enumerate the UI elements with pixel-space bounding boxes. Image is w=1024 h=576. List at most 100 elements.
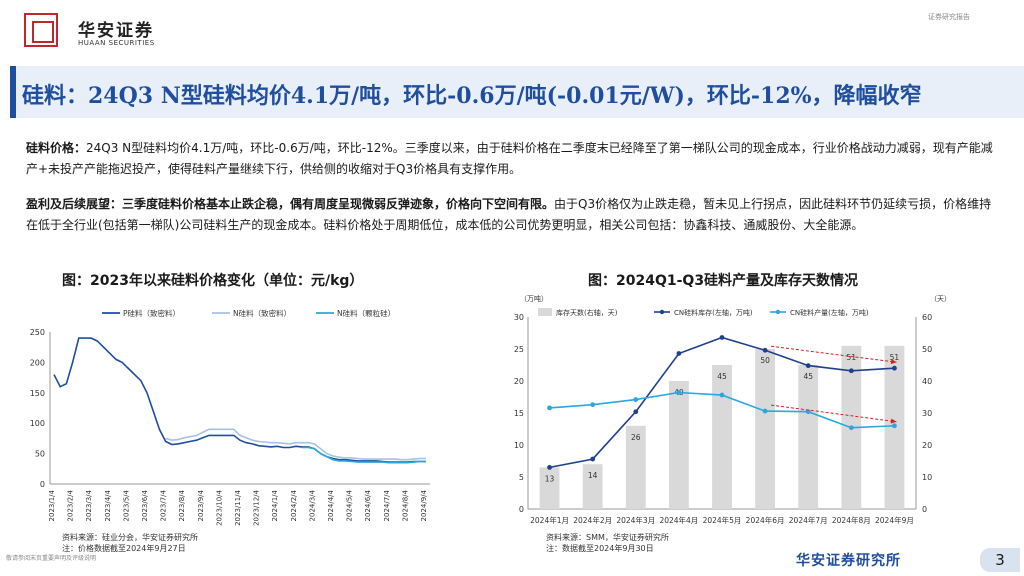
chart2-bar-label: 13 — [545, 474, 555, 483]
chart2-series-point — [892, 423, 897, 429]
page-number: 3 — [980, 548, 1020, 572]
output-inventory-chart: （万吨） （天） 0 5 10 15 20 25 30 0 10 20 30 40 50 60 2024年1月 2… — [514, 294, 951, 525]
paragraph-price-lead: 硅料价格： — [26, 141, 87, 155]
chart2-series-point — [805, 363, 811, 369]
trend-arrow-line — [771, 345, 897, 363]
chart1-x-tick-label: 2024/3/4 — [308, 489, 316, 521]
chart2-series-point — [762, 347, 768, 353]
chart2-x-tick-label: 2024年3月 — [616, 515, 655, 525]
page-title: 硅料：24Q3 N型硅料均价4.1万/吨，环比-0.6万/吨(-0.01元/W)… — [22, 83, 922, 109]
trend-arrow-head-icon — [890, 418, 897, 424]
chart2-series-point — [719, 335, 725, 340]
figure1-source: 资料来源：硅业分会，华安证券研究所 — [62, 533, 198, 542]
figure2-source: 资料来源：SMM，华安证券研究所 — [546, 533, 669, 542]
chart2-bars: 131426404550455151 — [539, 345, 905, 509]
chart2-left-tick-label: 10 — [514, 441, 524, 450]
chart2-legend-marker — [659, 309, 665, 315]
chart2-right-unit: （天） — [930, 295, 951, 303]
title-bar: 硅料：24Q3 N型硅料均价4.1万/吨，环比-0.6万/吨(-0.01元/W)… — [10, 66, 1024, 118]
chart2-lines — [547, 335, 897, 470]
chart1-lines — [53, 337, 426, 464]
footer-institute: 华安证券研究所 — [796, 553, 901, 569]
chart2-bar — [712, 365, 732, 509]
chart1-legend-label: N硅料（颗粒硅） — [337, 308, 395, 318]
report-tag: 证券研究报告 — [928, 13, 970, 21]
chart1-x-tick-label: 2024/2/4 — [290, 489, 298, 521]
chart2-left-tick-label: 0 — [519, 505, 524, 514]
chart1-x-tick-label: 2023/6/4 — [141, 489, 149, 521]
chart1-x-tick-label: 2024/9/4 — [420, 489, 428, 521]
chart2-right-tick-label: 30 — [922, 409, 932, 418]
chart2-left-tick-label: 15 — [514, 409, 524, 418]
chart1-y-tick-label: 200 — [30, 358, 45, 367]
chart1-x-tick-label: 2023/10/4 — [215, 489, 223, 525]
chart2-bar-label: 50 — [760, 356, 770, 365]
chart1-x-tick-label: 2023/3/4 — [85, 489, 93, 521]
chart2-series-point — [892, 365, 897, 371]
chart2-left-tick-label: 20 — [514, 377, 524, 386]
chart1-x-tick-label: 2023/1/4 — [48, 489, 56, 521]
paragraph-outlook: 盈利及后续展望：三季度硅料价格基本止跌企稳，偶有周度呈现微弱反弹迹象，价格向下空… — [26, 194, 1002, 236]
chart2-x-tick-label: 2024年9月 — [875, 515, 914, 525]
figure1-note: 注：价格数据截至2024年9月27日 — [62, 544, 186, 553]
chart1-x-tick-label: 2023/11/4 — [234, 489, 242, 525]
chart1-x-tick-label: 2024/1/4 — [271, 489, 279, 521]
chart2-x-tick-label: 2024年7月 — [789, 515, 828, 525]
chart2-left-tick-label: 5 — [519, 473, 524, 482]
paragraph-outlook-body: 由于Q3价格仅为止跌走稳，暂未见上行拐点，因此硅料环节仍延续亏损，价格维持在低于… — [26, 197, 992, 232]
chart2-legend-label: CN硅料产量(左轴，万吨) — [790, 308, 869, 317]
chart2-legend: 库存天数(右轴，天) CN硅料库存(左轴，万吨) CN硅料产量(左轴，万吨) — [538, 308, 869, 317]
chart2-bar — [539, 467, 560, 509]
chart2-bar — [625, 425, 646, 509]
logo-chinese-name: 华安证券 — [78, 21, 154, 41]
chart2-legend-swatch — [538, 308, 552, 316]
chart1-series-line — [165, 428, 426, 461]
footer-disclaimer: 敬请参阅末页重要声明及评级说明 — [6, 555, 97, 562]
chart2-series-point — [676, 390, 682, 395]
chart2-axes: （万吨） （天） 0 5 10 15 20 25 30 0 10 20 30 40 50 60 2024年1月 2… — [514, 294, 951, 525]
chart2-right-tick-label: 40 — [922, 377, 932, 386]
chart2-legend-label: 库存天数(右轴，天) — [556, 308, 618, 317]
chart2-series-point — [590, 402, 596, 408]
chart1-x-tick-label: 2023/8/4 — [178, 489, 186, 521]
chart2-legend-label: CN硅料库存(左轴，万吨) — [674, 308, 753, 317]
paragraph-price: 硅料价格：24Q3 N型硅料均价4.1万/吨，环比-0.6万/吨，环比-12%。… — [26, 138, 1002, 180]
chart1-x-tick-label: 2024/5/4 — [346, 489, 354, 521]
chart2-bar — [582, 464, 603, 509]
chart1-y-tick-label: 50 — [35, 450, 45, 459]
paragraph-outlook-lead: 盈利及后续展望：三季度硅料价格基本止跌企稳，偶有周度呈现微弱反弹迹象，价格向下空… — [26, 197, 555, 211]
chart2-left-tick-label: 30 — [514, 313, 524, 322]
chart2-right-tick-label: 0 — [922, 505, 927, 514]
chart2-series-point — [633, 397, 639, 402]
chart1-x-tick-label: 2023/7/4 — [160, 489, 168, 521]
trend-arrow-head-icon — [890, 358, 897, 365]
chart1-legend-label: N硅料（致密料） — [233, 308, 291, 318]
chart2-right-tick-label: 20 — [922, 441, 932, 450]
chart2-legend-marker — [775, 309, 781, 315]
chart2-series-point — [633, 409, 639, 415]
chart2-bar-label: 51 — [890, 353, 900, 362]
figure1-title: 图：2023年以来硅料价格变化（单位：元/kg） — [62, 273, 364, 289]
logo-mark-icon — [24, 13, 58, 47]
chart2-bar — [668, 381, 689, 509]
price-line-chart: P硅料（致密料） N硅料（致密料） N硅料（颗粒硅） 0 50 100 150 200 250… — [30, 308, 430, 526]
chart2-bar — [755, 349, 776, 509]
chart1-series-line — [302, 446, 426, 464]
chart1-legend: P硅料（致密料） N硅料（致密料） N硅料（颗粒硅） — [102, 308, 395, 318]
chart2-series-point — [547, 405, 552, 411]
chart1-y-tick-label: 150 — [30, 389, 45, 398]
chart1-y-tick-label: 250 — [30, 328, 45, 337]
chart2-bar-label: 45 — [717, 372, 727, 381]
chart2-bar-label: 51 — [847, 353, 857, 362]
chart1-x-tick-label: 2024/6/4 — [364, 489, 372, 521]
chart1-x-tick-label: 2023/4/4 — [104, 489, 112, 521]
chart2-series-point — [848, 425, 854, 431]
chart2-series-point — [676, 351, 682, 356]
chart2-x-tick-label: 2024年2月 — [573, 515, 612, 525]
chart1-x-tick-label: 2024/4/4 — [327, 489, 335, 521]
chart1-axes: 0 50 100 150 200 250 2023/1/4 2023/2/4 2023/3/4 2… — [30, 328, 430, 526]
chart1-x-tick-label: 2023/5/4 — [122, 489, 130, 521]
figure2-note: 注：数据截至2024年9月30日 — [546, 544, 654, 553]
chart2-series-point — [848, 368, 854, 374]
chart2-x-tick-label: 2024年1月 — [530, 515, 569, 525]
